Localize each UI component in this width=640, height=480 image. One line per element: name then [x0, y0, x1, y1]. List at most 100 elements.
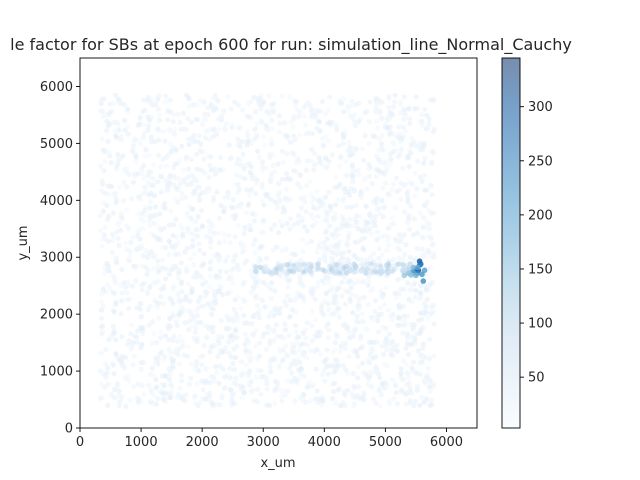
background-point [378, 392, 384, 398]
background-point [140, 97, 146, 103]
background-point [221, 231, 227, 238]
background-point [169, 358, 176, 364]
background-point [126, 378, 132, 384]
background-point [267, 341, 273, 347]
background-point [298, 184, 304, 191]
background-point [412, 398, 418, 404]
background-point [382, 161, 388, 167]
background-point [203, 279, 209, 285]
background-point [232, 216, 238, 222]
background-point [423, 287, 430, 293]
background-point [314, 249, 320, 255]
background-point [172, 350, 178, 356]
background-point [231, 366, 237, 373]
background-point [296, 347, 302, 353]
background-point [397, 139, 403, 145]
background-point [259, 297, 265, 304]
background-point [106, 191, 112, 197]
background-point [254, 374, 260, 380]
background-point [431, 353, 437, 359]
background-point [104, 282, 111, 288]
background-point [355, 303, 361, 309]
background-point [200, 386, 206, 393]
background-point [119, 137, 125, 143]
background-point [118, 133, 125, 139]
background-point [362, 176, 368, 182]
background-point [340, 341, 346, 347]
background-point [300, 330, 306, 336]
background-point [404, 330, 410, 336]
line-point [293, 261, 299, 267]
background-point [294, 107, 301, 113]
background-point [312, 296, 318, 302]
background-point [208, 374, 214, 380]
line-point [401, 264, 407, 270]
background-point [227, 240, 233, 246]
background-point [356, 364, 362, 370]
background-point [195, 214, 201, 220]
background-point [103, 361, 109, 367]
background-point [230, 360, 236, 367]
background-point [340, 135, 346, 141]
background-point [382, 233, 388, 239]
background-point [128, 331, 134, 337]
background-point [401, 313, 407, 319]
background-point [205, 301, 211, 307]
background-point [166, 239, 172, 245]
background-point [341, 195, 347, 201]
background-point [243, 362, 249, 368]
background-point [320, 246, 326, 252]
background-point [194, 381, 200, 387]
background-point [199, 189, 205, 196]
background-point [253, 343, 259, 349]
line-point [332, 261, 338, 267]
background-point [259, 198, 265, 204]
background-point [110, 290, 116, 296]
background-point [267, 359, 273, 365]
background-point [320, 278, 326, 284]
background-point [160, 245, 166, 251]
background-point [293, 378, 299, 384]
background-point [378, 100, 384, 106]
background-point [426, 121, 432, 127]
background-point [373, 106, 379, 112]
background-point [248, 164, 254, 170]
background-point [269, 117, 275, 123]
background-point [373, 100, 379, 106]
background-point [342, 346, 348, 352]
background-point [162, 353, 168, 360]
background-point [406, 374, 412, 380]
background-point [380, 214, 386, 220]
background-point [127, 339, 133, 345]
background-point [239, 107, 246, 113]
background-point [160, 156, 166, 162]
background-point [304, 228, 310, 234]
background-point [339, 293, 345, 299]
background-point [209, 223, 216, 229]
background-point [347, 278, 354, 284]
background-point [410, 325, 417, 331]
background-point [104, 118, 110, 124]
background-point [426, 116, 432, 122]
background-point [246, 373, 252, 379]
background-point [134, 334, 140, 340]
background-point [170, 301, 176, 307]
background-point [180, 233, 186, 239]
background-point [226, 317, 232, 323]
background-point [309, 131, 316, 137]
background-point [191, 314, 197, 320]
background-point [294, 289, 300, 296]
background-point [103, 346, 109, 353]
background-point [398, 110, 404, 116]
background-point [276, 346, 282, 352]
background-point [266, 93, 272, 99]
background-point [167, 174, 173, 180]
background-point [323, 194, 329, 200]
background-point [232, 234, 238, 240]
background-point [235, 102, 241, 108]
background-point [114, 229, 120, 235]
background-point [183, 194, 189, 200]
line-point [379, 270, 385, 276]
background-point [219, 292, 226, 298]
background-point [367, 288, 373, 294]
